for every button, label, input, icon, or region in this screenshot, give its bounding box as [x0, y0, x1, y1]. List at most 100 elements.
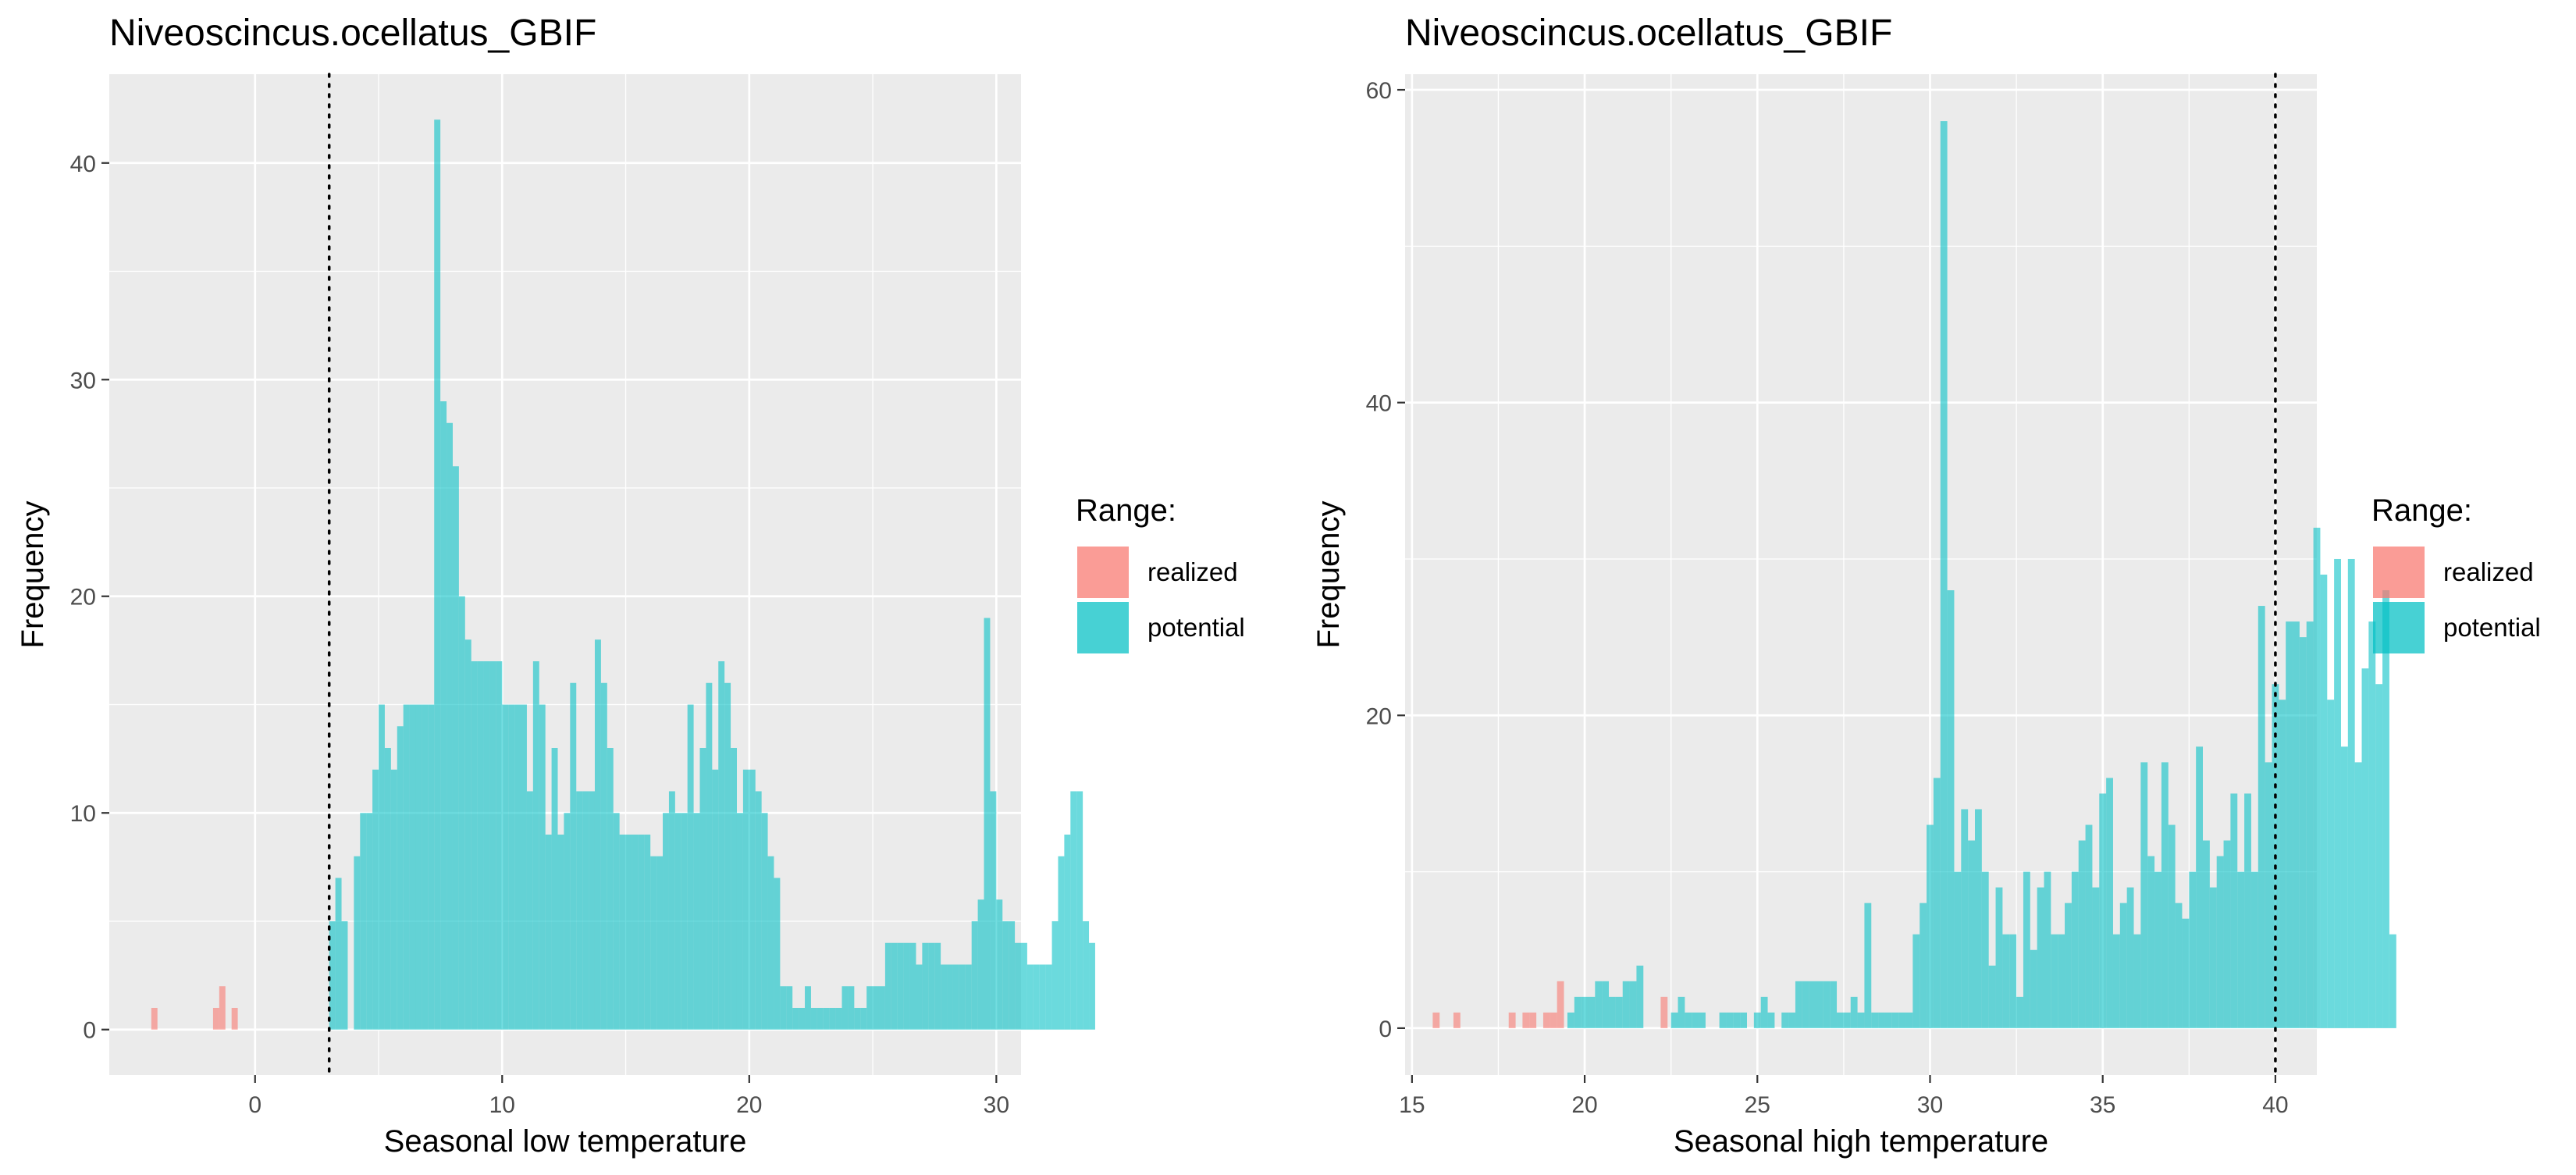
- histogram-bar-potential: [2133, 934, 2141, 1028]
- x-tick-label: 25: [1745, 1092, 1770, 1118]
- histogram-bar-potential: [1588, 996, 1596, 1028]
- histogram-bar-potential: [941, 964, 948, 1030]
- histogram-bar-potential: [687, 704, 694, 1030]
- histogram-bar-potential: [848, 986, 855, 1030]
- histogram-bar-potential: [2071, 871, 2079, 1028]
- histogram-bar-potential: [1615, 996, 1623, 1028]
- histogram-bar-potential: [854, 1007, 861, 1030]
- histogram-bar-potential: [1039, 964, 1046, 1030]
- histogram-bar-potential: [2313, 527, 2321, 1028]
- histogram-bar-potential: [390, 769, 397, 1030]
- x-tick-label: 0: [248, 1092, 262, 1118]
- histogram-bar-potential: [434, 119, 441, 1030]
- histogram-bar-potential: [1884, 1012, 1892, 1028]
- histogram-bar-potential: [1089, 942, 1095, 1030]
- histogram-bar-potential: [1740, 1012, 1747, 1028]
- histogram-bar-potential: [2286, 621, 2293, 1028]
- histogram-bar-realized: [212, 1007, 219, 1030]
- histogram-bar-potential: [1733, 1012, 1741, 1028]
- series-potential-bars: [329, 119, 1095, 1030]
- histogram-bar-potential: [638, 834, 645, 1030]
- histogram-bar-potential: [589, 791, 595, 1030]
- histogram-bar-realized: [1432, 1012, 1440, 1028]
- legend-label-potential: potential: [1147, 613, 1245, 642]
- histogram-bar-potential: [1995, 887, 2003, 1028]
- y-tick-label: 0: [83, 1018, 96, 1044]
- x-tick-label: 20: [1571, 1092, 1597, 1118]
- y-tick-label: 20: [1366, 703, 1392, 729]
- histogram-bar-potential: [2106, 778, 2113, 1028]
- histogram-bar-potential: [489, 660, 496, 1030]
- histogram-bar-potential: [539, 704, 546, 1030]
- histogram-bar-potential: [1954, 871, 1962, 1028]
- legend: Range: realized potential: [2371, 493, 2541, 653]
- histogram-bar-potential: [699, 747, 706, 1030]
- histogram-bar-potential: [736, 813, 743, 1030]
- histogram-bar-potential: [2347, 558, 2355, 1028]
- histogram-bar-realized: [151, 1007, 158, 1030]
- series-realized-bars: [151, 986, 238, 1030]
- histogram-bar-potential: [1021, 942, 1027, 1030]
- histogram-bar-potential: [2237, 871, 2245, 1028]
- histogram-bar-potential: [1809, 981, 1816, 1028]
- histogram-bar-potential: [2306, 621, 2314, 1028]
- histogram-bar-potential: [1015, 942, 1021, 1030]
- y-tick-label: 10: [70, 801, 96, 827]
- histogram-bar-realized: [219, 986, 226, 1030]
- histogram-bar-potential: [2002, 934, 2010, 1028]
- histogram-bar-potential: [1975, 809, 1982, 1028]
- histogram-bar-potential: [774, 878, 781, 1030]
- histogram-bar-potential: [1076, 791, 1083, 1030]
- x-tick-label: 20: [736, 1092, 762, 1118]
- histogram-bar-potential: [749, 769, 756, 1030]
- histogram-bar-potential: [2299, 637, 2307, 1028]
- histogram-bar-potential: [1026, 964, 1034, 1030]
- histogram-bar-potential: [873, 986, 879, 1030]
- histogram-bar-potential: [2161, 762, 2169, 1028]
- histogram-bar-potential: [663, 813, 669, 1030]
- histogram-bar-potential: [2203, 840, 2210, 1028]
- histogram-bar-potential: [1726, 1012, 1734, 1028]
- histogram-bar-potential: [341, 920, 348, 1030]
- x-tick-label: 30: [1917, 1092, 1943, 1118]
- histogram-bar-potential: [1898, 1012, 1906, 1028]
- right-histogram-panel: 15 20 25 30 35 40 0 20 40 60 Niveoscincus.ocellatu…: [1311, 12, 2541, 1159]
- histogram-bar-potential: [928, 942, 935, 1030]
- histogram-bar-potential: [2030, 949, 2037, 1028]
- histogram-bar-potential: [1678, 996, 1685, 1028]
- histogram-bar-potential: [2250, 871, 2258, 1028]
- histogram-bar-realized: [1529, 1012, 1537, 1028]
- histogram-bar-potential: [2375, 684, 2383, 1028]
- histogram-bar-potential: [1802, 981, 1809, 1028]
- x-axis-label: Seasonal high temperature: [1674, 1124, 2048, 1159]
- histogram-bar-potential: [2279, 700, 2286, 1028]
- histogram-bar-potential: [1850, 996, 1858, 1028]
- histogram-bar-potential: [329, 920, 336, 1030]
- histogram-bar-potential: [1595, 981, 1603, 1028]
- histogram-bar-potential: [718, 660, 725, 1030]
- histogram-bar-potential: [891, 942, 898, 1030]
- histogram-bar-potential: [1795, 981, 1802, 1028]
- histogram-bar-potential: [922, 942, 929, 1030]
- histogram-bar-potential: [712, 769, 719, 1030]
- histogram-bar-potential: [619, 834, 626, 1030]
- histogram-bar-potential: [1857, 1012, 1865, 1028]
- histogram-bar-potential: [452, 466, 459, 1030]
- histogram-bar-potential: [2168, 824, 2176, 1028]
- histogram-bar-potential: [903, 942, 910, 1030]
- histogram-bar-potential: [866, 986, 873, 1030]
- histogram-bar-potential: [977, 899, 984, 1030]
- y-tick-label: 40: [70, 151, 96, 177]
- histogram-bar-potential: [2016, 996, 2023, 1028]
- histogram-bar-realized: [1660, 996, 1668, 1028]
- y-tick-label: 60: [1366, 78, 1392, 104]
- histogram-bar-potential: [1051, 920, 1059, 1030]
- histogram-bar-potential: [2389, 934, 2396, 1028]
- histogram-bar-potential: [823, 1007, 830, 1030]
- histogram-bar-potential: [366, 813, 373, 1030]
- histogram-bar-potential: [422, 704, 429, 1030]
- histogram-bar-potential: [1933, 778, 1941, 1028]
- histogram-bar-potential: [829, 1007, 836, 1030]
- histogram-bar-potential: [2126, 887, 2134, 1028]
